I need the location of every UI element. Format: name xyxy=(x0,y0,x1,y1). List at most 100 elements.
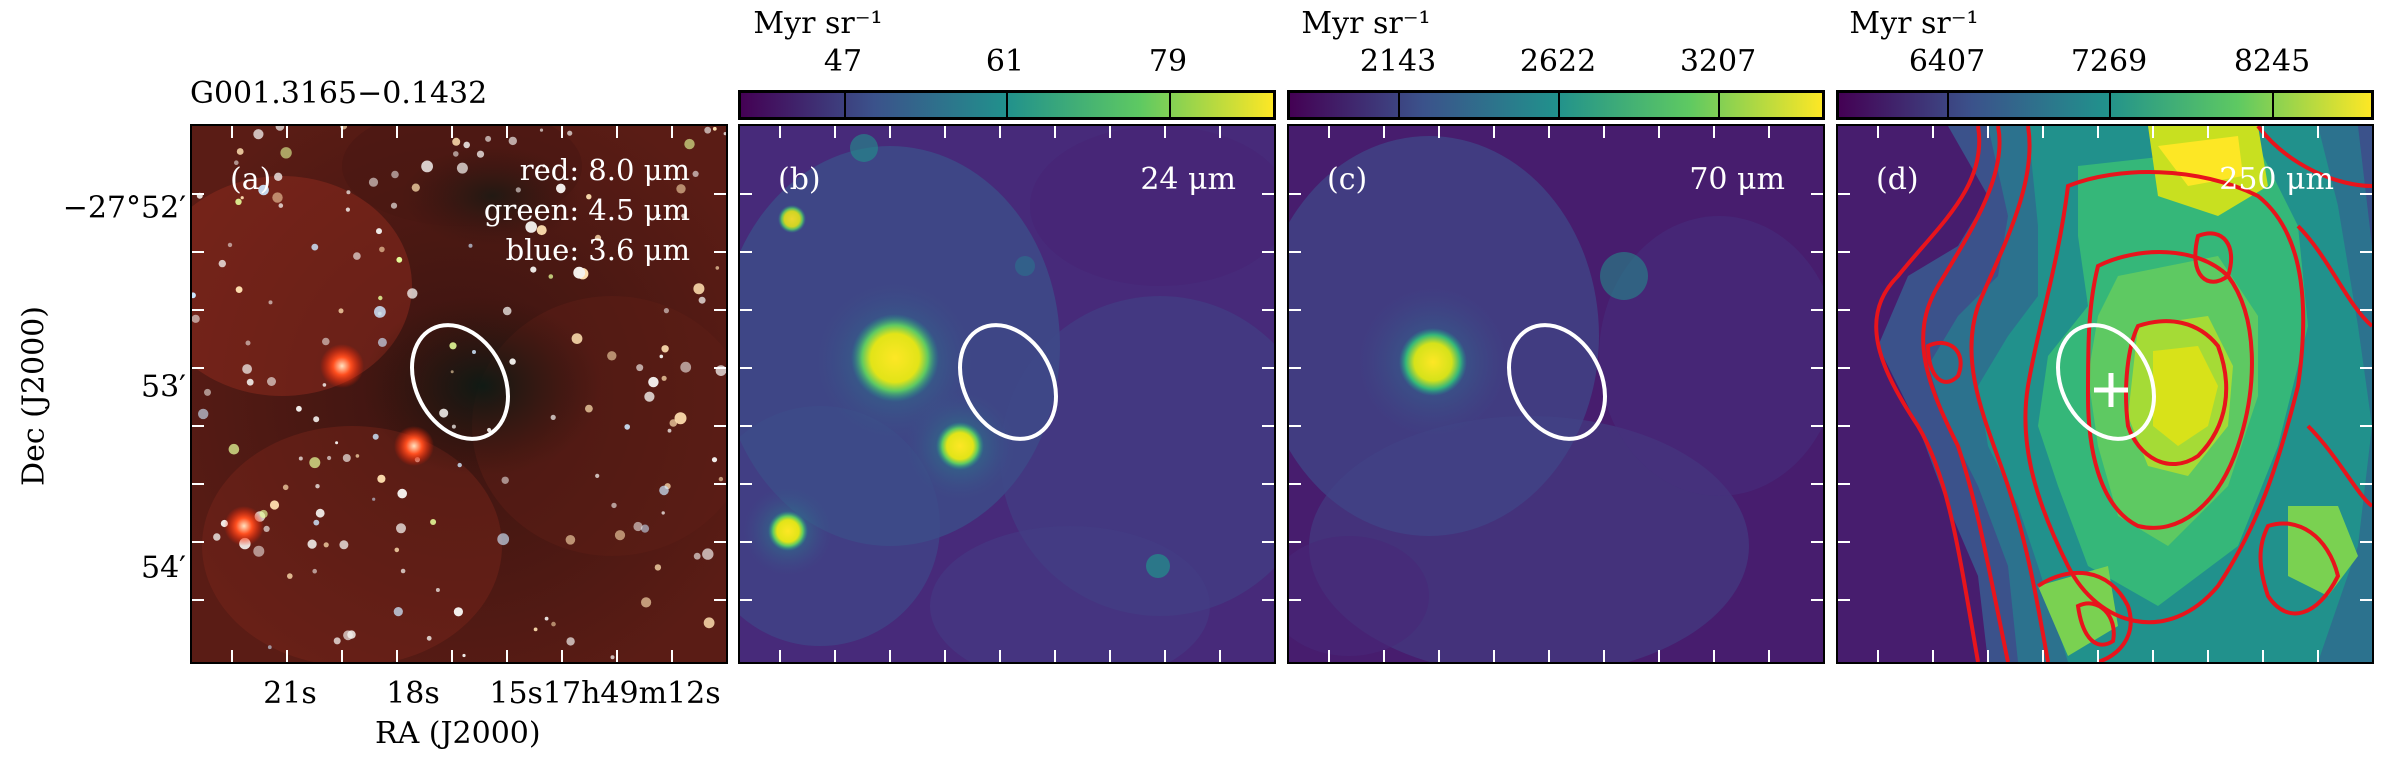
star xyxy=(227,242,233,248)
star xyxy=(235,286,243,293)
star xyxy=(667,428,672,433)
star xyxy=(566,637,575,646)
star xyxy=(315,508,325,518)
star xyxy=(654,564,662,571)
star xyxy=(641,597,652,608)
dec-tick: 53′ xyxy=(141,369,186,405)
star xyxy=(659,485,669,496)
star xyxy=(411,183,420,192)
star xyxy=(633,521,643,532)
star xyxy=(693,552,701,560)
colorbar-tick: 3207 xyxy=(1679,44,1757,79)
star xyxy=(272,192,283,203)
star xyxy=(307,539,317,549)
star xyxy=(509,358,516,365)
colorbar-unit: Myr sr⁻¹ xyxy=(1849,6,1979,41)
star xyxy=(657,214,661,218)
star xyxy=(246,378,254,386)
star xyxy=(339,540,349,550)
star xyxy=(372,497,376,501)
source-ellipse xyxy=(2056,323,2156,441)
star xyxy=(702,548,714,560)
star xyxy=(258,184,269,196)
star xyxy=(245,340,251,346)
star xyxy=(343,630,353,641)
star xyxy=(676,184,686,194)
star xyxy=(515,187,521,193)
star xyxy=(530,266,537,273)
star xyxy=(573,266,586,279)
star xyxy=(692,170,699,177)
star xyxy=(663,308,669,314)
star xyxy=(322,337,330,346)
star xyxy=(253,545,265,557)
star xyxy=(394,547,400,553)
star xyxy=(236,148,244,155)
star xyxy=(711,457,718,463)
star xyxy=(487,427,492,433)
star xyxy=(355,454,360,458)
axis-ticks xyxy=(192,126,726,662)
colorbar-gradient xyxy=(1836,90,2374,120)
star xyxy=(430,519,437,525)
star xyxy=(234,160,239,165)
star xyxy=(476,150,485,158)
panel-label: (b) xyxy=(778,162,821,197)
star xyxy=(533,627,538,632)
star xyxy=(312,568,317,574)
star-field xyxy=(192,126,726,660)
star xyxy=(204,388,211,396)
map-70um xyxy=(1289,126,1823,662)
axis-ticks xyxy=(1838,126,2372,662)
star xyxy=(426,635,432,641)
star xyxy=(698,296,706,304)
star xyxy=(353,252,361,260)
ra-tick: 15s17h49m12s xyxy=(489,676,721,711)
star xyxy=(681,213,686,219)
star xyxy=(377,337,387,347)
star xyxy=(192,314,200,323)
cross-marker xyxy=(2094,373,2128,407)
star xyxy=(659,354,664,359)
colorbar-tick: 2622 xyxy=(1519,44,1597,79)
star xyxy=(282,484,289,491)
star xyxy=(218,259,226,268)
star xyxy=(379,246,385,253)
star xyxy=(338,308,344,314)
panel-d: (d) 250 μm xyxy=(1836,124,2374,664)
star xyxy=(435,588,440,592)
star xyxy=(372,433,379,440)
star xyxy=(661,375,667,381)
star xyxy=(269,500,280,510)
star xyxy=(278,203,284,208)
star xyxy=(624,424,630,430)
star xyxy=(457,462,462,468)
star xyxy=(594,234,602,241)
star xyxy=(525,221,537,233)
panel-label: (c) xyxy=(1327,162,1368,197)
star xyxy=(449,342,457,350)
star xyxy=(259,509,268,519)
star xyxy=(693,283,705,295)
star xyxy=(263,525,270,532)
star xyxy=(648,376,659,388)
star xyxy=(453,607,463,617)
star xyxy=(376,228,382,235)
star xyxy=(346,190,351,195)
star xyxy=(463,141,471,149)
source-ellipse xyxy=(958,323,1058,441)
star xyxy=(198,408,209,420)
wavelength-label: 24 μm xyxy=(1140,162,1236,197)
star xyxy=(542,164,546,168)
star xyxy=(544,616,549,621)
star xyxy=(550,414,556,420)
star xyxy=(453,151,459,157)
star xyxy=(421,160,433,173)
star xyxy=(450,370,454,374)
star xyxy=(400,568,406,574)
star xyxy=(396,256,403,263)
star xyxy=(335,441,339,445)
star xyxy=(611,502,617,509)
star xyxy=(390,202,398,209)
legend-red: red: 8.0 μm xyxy=(519,153,690,187)
